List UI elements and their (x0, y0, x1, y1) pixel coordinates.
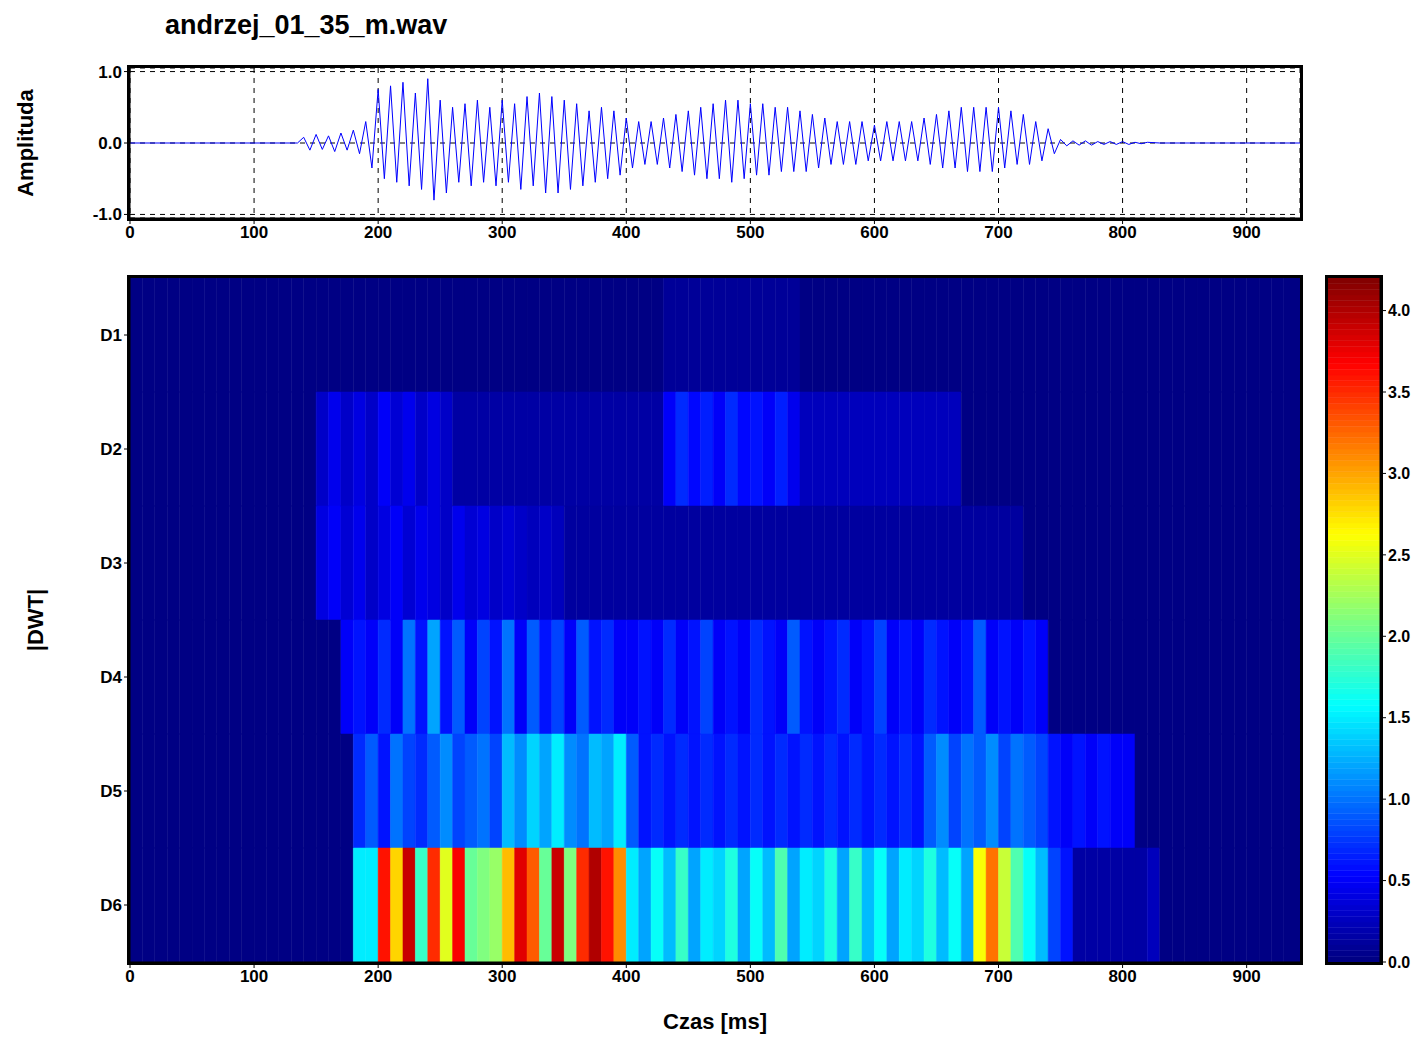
svg-text:200: 200 (364, 967, 392, 986)
svg-text:900: 900 (1232, 223, 1260, 242)
svg-text:400: 400 (612, 967, 640, 986)
svg-text:D5: D5 (100, 782, 122, 801)
html-text:andrzej_01_35_m.wav: andrzej_01_35_m.wav (165, 10, 448, 40)
svg-text:D3: D3 (100, 554, 122, 573)
svg-text:D1: D1 (100, 326, 122, 345)
svg-text:500: 500 (736, 967, 764, 986)
svg-text:3.5: 3.5 (1388, 384, 1410, 401)
html-text:|DWT|: |DWT| (23, 588, 48, 652)
svg-text:1.0: 1.0 (98, 63, 122, 82)
svg-text:600: 600 (860, 223, 888, 242)
svg-text:2.0: 2.0 (1388, 628, 1410, 645)
svg-text:1.5: 1.5 (1388, 709, 1410, 726)
svg-text:800: 800 (1108, 967, 1136, 986)
svg-text:100: 100 (240, 967, 268, 986)
svg-text:900: 900 (1232, 967, 1260, 986)
svg-text:700: 700 (984, 223, 1012, 242)
svg-text:300: 300 (488, 967, 516, 986)
svg-text:200: 200 (364, 223, 392, 242)
svg-text:300: 300 (488, 223, 516, 242)
svg-text:100: 100 (240, 223, 268, 242)
svg-text:D4: D4 (100, 668, 122, 687)
svg-text:0: 0 (125, 223, 134, 242)
svg-text:0.0: 0.0 (98, 134, 122, 153)
svg-text:0: 0 (125, 967, 134, 986)
svg-text:-1.0: -1.0 (93, 205, 122, 224)
svg-text:D6: D6 (100, 896, 122, 915)
svg-text:0.5: 0.5 (1388, 872, 1410, 889)
svg-text:3.0: 3.0 (1388, 465, 1410, 482)
svg-text:4.0: 4.0 (1388, 302, 1410, 319)
svg-text:2.5: 2.5 (1388, 547, 1410, 564)
html-text:Amplituda: Amplituda (13, 89, 38, 197)
svg-text:500: 500 (736, 223, 764, 242)
svg-text:D2: D2 (100, 440, 122, 459)
svg-text:0.0: 0.0 (1388, 954, 1410, 971)
svg-text:700: 700 (984, 967, 1012, 986)
html-text:Czas [ms]: Czas [ms] (663, 1009, 767, 1034)
svg-text:400: 400 (612, 223, 640, 242)
svg-text:1.0: 1.0 (1388, 791, 1410, 808)
svg-text:800: 800 (1108, 223, 1136, 242)
svg-text:600: 600 (860, 967, 888, 986)
